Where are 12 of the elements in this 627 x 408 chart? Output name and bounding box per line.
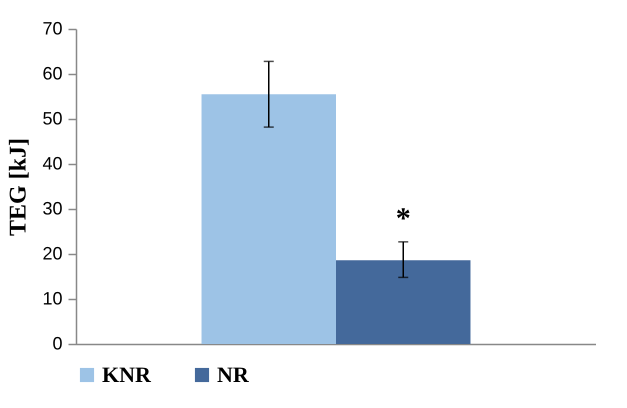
y-tick-label: 50 [42,108,62,128]
y-tick-label: 10 [42,288,62,308]
y-tick-label: 40 [42,154,62,174]
y-tick-label: 0 [52,334,62,354]
y-axis-title: TEG [kJ] [5,138,32,236]
y-tick-label: 70 [42,18,62,38]
legend-label: KNR [102,362,152,387]
y-tick-label: 20 [42,244,62,264]
annotation: * [396,202,411,235]
y-tick-label: 60 [42,64,62,84]
legend-label: NR [217,362,250,387]
y-tick-label: 30 [42,198,62,218]
